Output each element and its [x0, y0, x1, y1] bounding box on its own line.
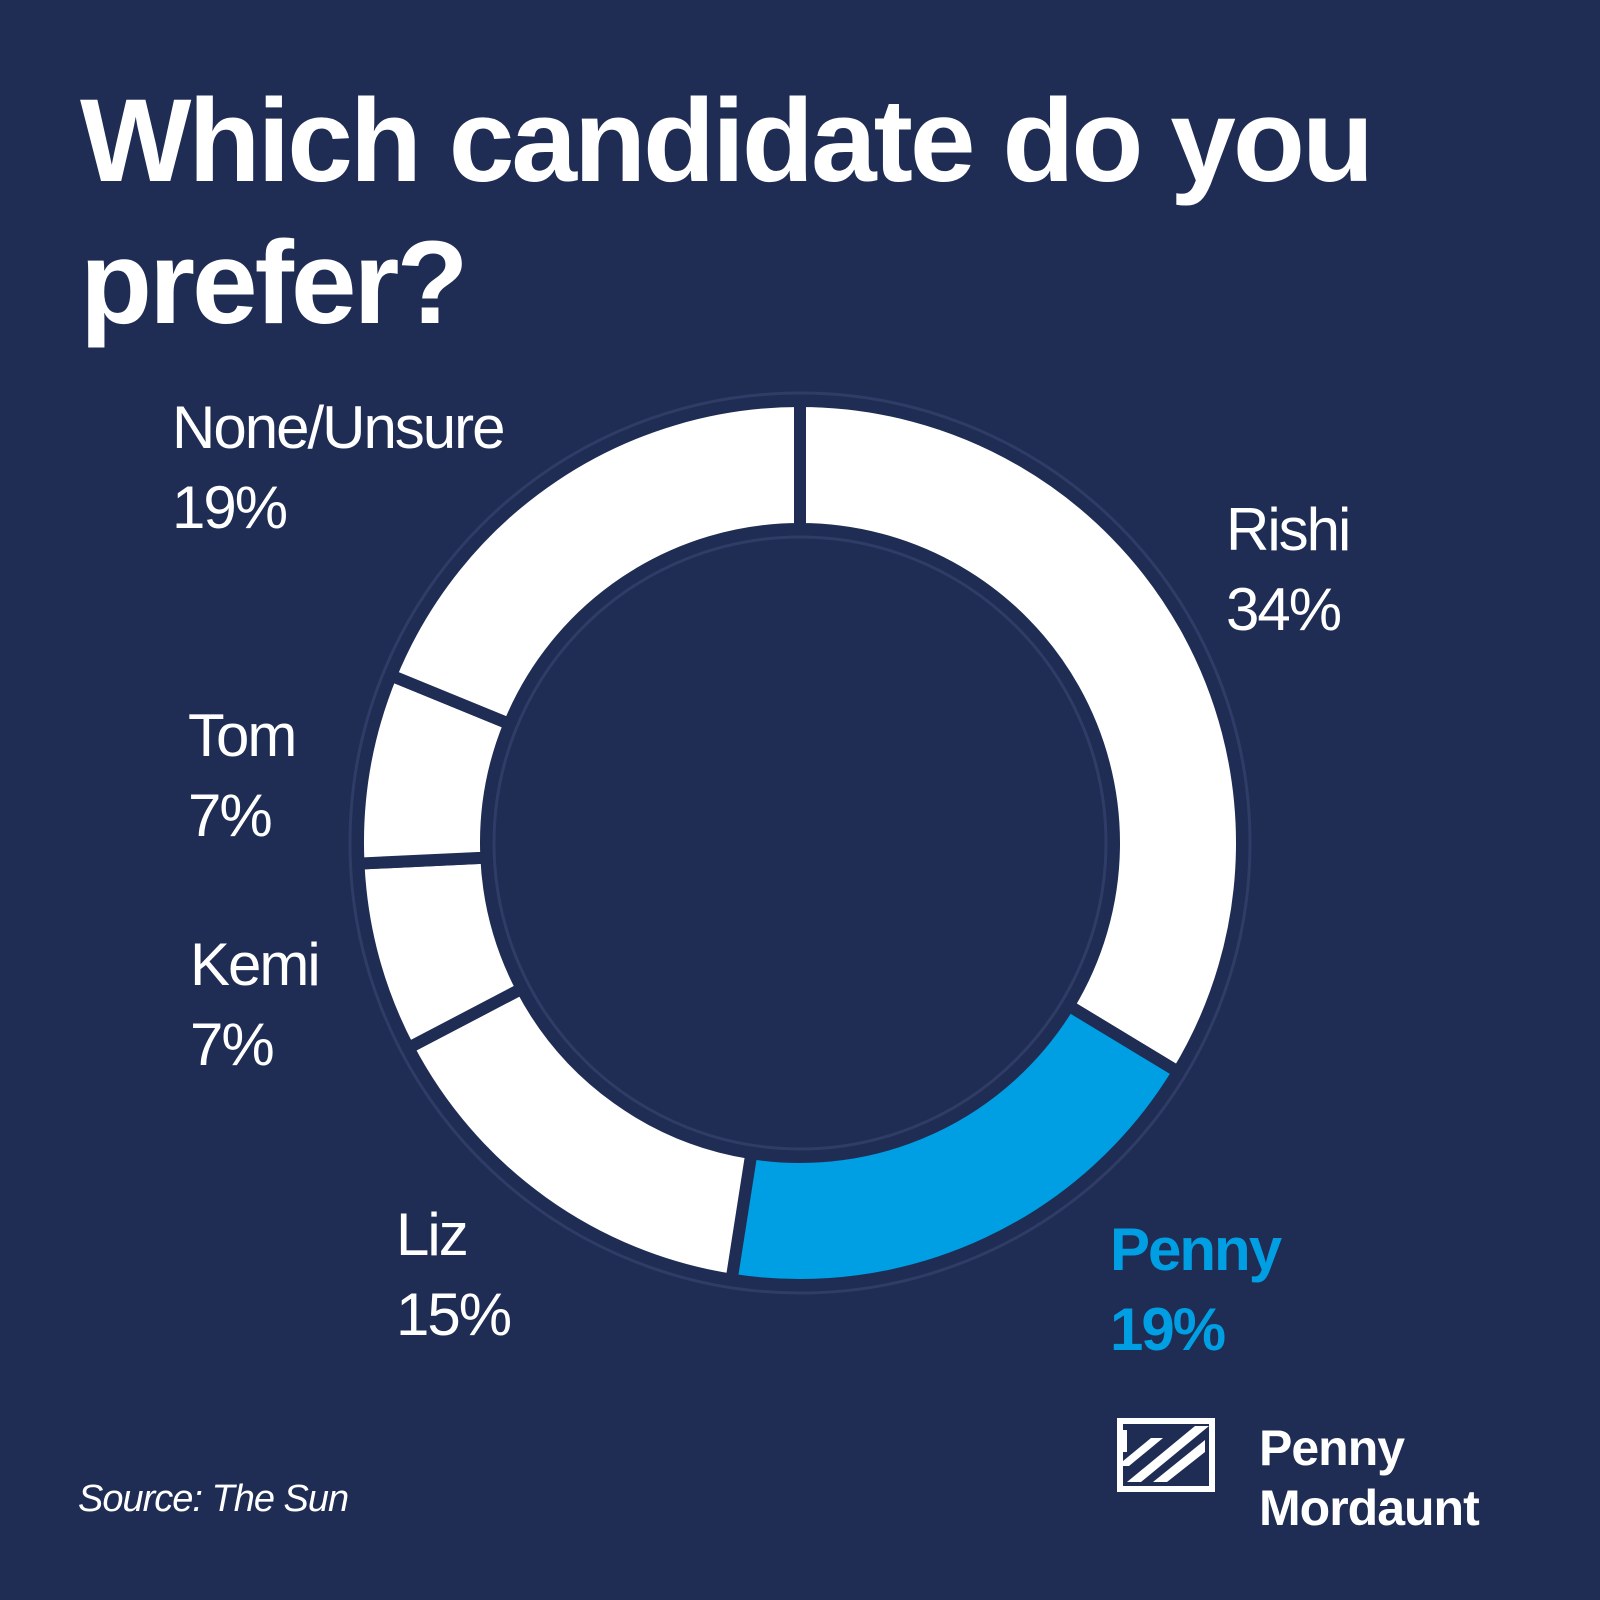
slice-label-liz: Liz 15% — [396, 1195, 512, 1355]
slice-value: 34% — [1226, 576, 1342, 643]
logo-line-1: Penny — [1259, 1420, 1405, 1476]
slice-value: 19% — [172, 474, 288, 541]
donut-slices — [348, 391, 1252, 1295]
slice-name: Penny — [1110, 1216, 1282, 1283]
slice-value: 15% — [396, 1281, 512, 1348]
slice-label-penny: Penny 19% — [1110, 1210, 1282, 1370]
slice-value: 19% — [1110, 1296, 1226, 1363]
slice-name: None/Unsure — [172, 394, 506, 461]
slice-value: 7% — [190, 1011, 275, 1078]
slice-value: 7% — [188, 782, 273, 849]
slice-rishi — [794, 394, 1248, 1081]
slice-label-none-unsure: None/Unsure 19% — [172, 388, 506, 548]
donut-ring — [348, 391, 1252, 1295]
slice-name: Liz — [396, 1201, 469, 1268]
slice-name: Kemi — [190, 931, 321, 998]
slice-label-tom: Tom 7% — [188, 696, 297, 856]
slice-name: Rishi — [1226, 496, 1351, 563]
donut-ring — [492, 535, 1108, 1151]
logo-line-2: Mordaunt — [1259, 1480, 1480, 1536]
source-note: Source: The Sun — [78, 1478, 349, 1520]
slice-label-kemi: Kemi 7% — [190, 925, 321, 1085]
slice-name: Tom — [188, 702, 297, 769]
slice-label-rishi: Rishi 34% — [1226, 490, 1351, 650]
chart-title: Which candidate do you prefer? — [80, 75, 1374, 349]
slice-none-unsure — [383, 394, 806, 732]
campaign-logo: Penny Mordaunt — [1117, 1418, 1537, 1548]
union-flag-stripes-icon — [1117, 1418, 1215, 1492]
